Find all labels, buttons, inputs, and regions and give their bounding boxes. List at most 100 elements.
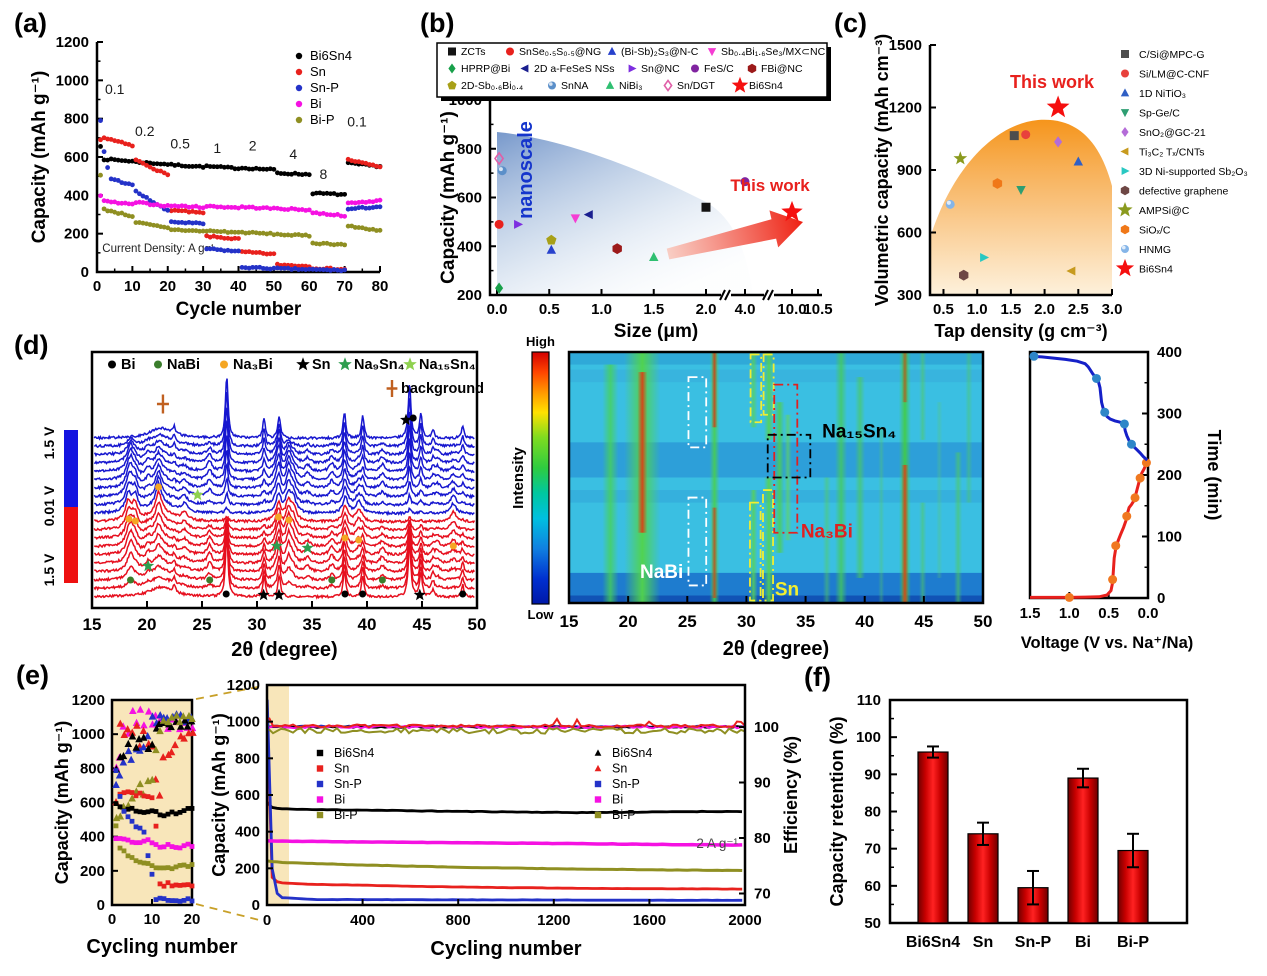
svg-text:200: 200 bbox=[457, 287, 482, 304]
a-legend-marker-Sn-P bbox=[295, 84, 303, 92]
dxrd-phase-marker bbox=[191, 488, 204, 501]
eright-capacity-line-Sn-P bbox=[268, 699, 743, 902]
eright-legend1-label: Bi6Sn4 bbox=[334, 746, 374, 760]
dvt-curve-discharge bbox=[1030, 460, 1149, 599]
f-bar-Bi6Sn4 bbox=[917, 751, 949, 924]
dxrd-phase-marker bbox=[257, 588, 270, 601]
eright-efficiency-line-Bi-P bbox=[268, 726, 744, 735]
svg-text:600: 600 bbox=[64, 149, 89, 166]
eleft-tri-series bbox=[112, 716, 196, 773]
c-point-defective graphene bbox=[959, 269, 969, 281]
svg-text:40: 40 bbox=[855, 612, 874, 631]
dvt-dot-discharge bbox=[1141, 458, 1151, 468]
eright-capacity-line-Bi6Sn4 bbox=[268, 801, 743, 815]
eright-legend1-marker bbox=[316, 811, 324, 819]
svg-text:45: 45 bbox=[413, 615, 432, 634]
svg-text:800: 800 bbox=[80, 760, 105, 777]
a-legend-marker-Sn bbox=[295, 68, 303, 76]
dvt-y-label: Time (min) bbox=[1204, 430, 1224, 521]
svg-text:1200: 1200 bbox=[56, 34, 89, 51]
dxrd-curve-discharge bbox=[93, 501, 475, 532]
dxrd-curve-discharge bbox=[93, 518, 475, 549]
a-series-Bi-P bbox=[98, 172, 383, 248]
eright-legend1-label: Bi-P bbox=[334, 808, 358, 822]
b-legend-label: ZCTs bbox=[461, 46, 486, 58]
c-point-Bi6Sn4 (This work) bbox=[1046, 95, 1070, 118]
f-y-label: Capacity retention (%) bbox=[827, 716, 847, 906]
svg-text:0.0: 0.0 bbox=[487, 301, 508, 318]
svg-text:60: 60 bbox=[864, 878, 881, 895]
dheat-annotation-box bbox=[687, 376, 708, 449]
dheat-annotation-box bbox=[749, 501, 762, 602]
b-legend-marker bbox=[520, 64, 529, 73]
eleft-y-label: Capacity (mAh g⁻¹) bbox=[52, 721, 72, 885]
svg-text:60: 60 bbox=[301, 278, 318, 295]
eright-legend2-label: Bi6Sn4 bbox=[612, 746, 652, 760]
dxrd-legend-label: Na₃Bi bbox=[233, 357, 273, 373]
svg-text:40: 40 bbox=[230, 278, 247, 295]
svg-text:1.5: 1.5 bbox=[1000, 301, 1021, 318]
dxrd-legend-marker bbox=[154, 360, 162, 369]
f-category-label: Bi-P bbox=[1117, 934, 1149, 951]
svg-text:2.0: 2.0 bbox=[1034, 301, 1055, 318]
c-point-1D NiTiO₃ bbox=[1073, 156, 1084, 166]
svg-text:600: 600 bbox=[235, 787, 260, 804]
panel-label-a: (a) bbox=[14, 8, 47, 38]
b-legend-label: 2D-Sb₀.₆Bi₀.₄ bbox=[461, 80, 523, 92]
c-point-3D Ni-supported Sb₂O₃ bbox=[980, 253, 990, 262]
eright-legend1-marker bbox=[316, 765, 324, 772]
a-legend-label: Sn-P bbox=[310, 80, 339, 95]
dxrd-phase-marker bbox=[131, 517, 139, 525]
svg-text:0: 0 bbox=[252, 897, 260, 914]
dxrd-legend-label: background bbox=[401, 381, 484, 397]
eleft-tri-series bbox=[112, 711, 196, 822]
dheat-annotation-box bbox=[762, 489, 774, 602]
b-legend-marker bbox=[605, 80, 615, 89]
dxrd-phase-marker bbox=[155, 483, 163, 491]
svg-text:10.5: 10.5 bbox=[803, 301, 832, 318]
svg-text:400: 400 bbox=[80, 829, 105, 846]
f-category-label: Bi6Sn4 bbox=[906, 934, 960, 951]
dxrd-phase-marker bbox=[328, 576, 336, 584]
a-series-Bi6Sn4 bbox=[98, 144, 383, 198]
b-legend-marker bbox=[707, 48, 717, 57]
c-legend-marker bbox=[1121, 167, 1130, 175]
svg-text:400: 400 bbox=[457, 238, 482, 255]
eright-legend2-label: Bi-P bbox=[612, 808, 636, 822]
dvt-dot-charge bbox=[1126, 439, 1136, 449]
eright-legend2-label: Sn-P bbox=[612, 777, 640, 791]
dvt-dot-discharge bbox=[1135, 473, 1145, 483]
b-legend-label: HPRP@Bi bbox=[461, 63, 510, 75]
c-legend-marker bbox=[1117, 202, 1133, 217]
d-colorbar-low: Low bbox=[528, 607, 555, 622]
c-legend-marker bbox=[1120, 109, 1130, 118]
dxrd-phase-marker bbox=[413, 588, 426, 601]
eright-legend1-marker bbox=[316, 780, 324, 788]
dxrd-legend-marker bbox=[220, 360, 228, 369]
eright-legend1-label: Sn-P bbox=[334, 777, 362, 791]
b-point-(Bi-Sb)₂S₃@N-C bbox=[546, 244, 557, 254]
b-legend-marker bbox=[691, 64, 699, 73]
b-point-FeS/C bbox=[740, 177, 750, 187]
c-point-C/Si@MPC-G bbox=[1009, 131, 1019, 141]
eright-rate-note: 2 A g⁻¹ bbox=[696, 836, 738, 851]
eleft-sq-series bbox=[113, 836, 195, 851]
svg-text:0: 0 bbox=[1157, 590, 1165, 607]
b-legend-marker bbox=[607, 46, 617, 55]
c-legend-label: Ti₃C₂ Tₓ/CNTs bbox=[1139, 147, 1204, 159]
c-legend-label: SiOₓ/C bbox=[1139, 225, 1171, 237]
dxrd-curve-charge bbox=[94, 420, 475, 466]
c-point-AMPSi@C bbox=[953, 151, 968, 165]
c-point-Si/LM@C-CNF bbox=[1021, 130, 1031, 140]
dxrd-curve-discharge bbox=[94, 509, 475, 541]
svg-text:10: 10 bbox=[124, 278, 141, 295]
svg-text:15: 15 bbox=[560, 612, 579, 631]
svg-text:20: 20 bbox=[138, 615, 157, 634]
svg-text:600: 600 bbox=[457, 190, 482, 207]
b-legend-marker bbox=[448, 63, 456, 74]
b-legend-marker bbox=[731, 76, 749, 93]
a-legend-marker-Bi bbox=[295, 100, 303, 108]
dxrd-curve-discharge bbox=[94, 523, 475, 557]
a-rate-label: 8 bbox=[320, 166, 328, 182]
sphere-marker bbox=[945, 199, 955, 209]
